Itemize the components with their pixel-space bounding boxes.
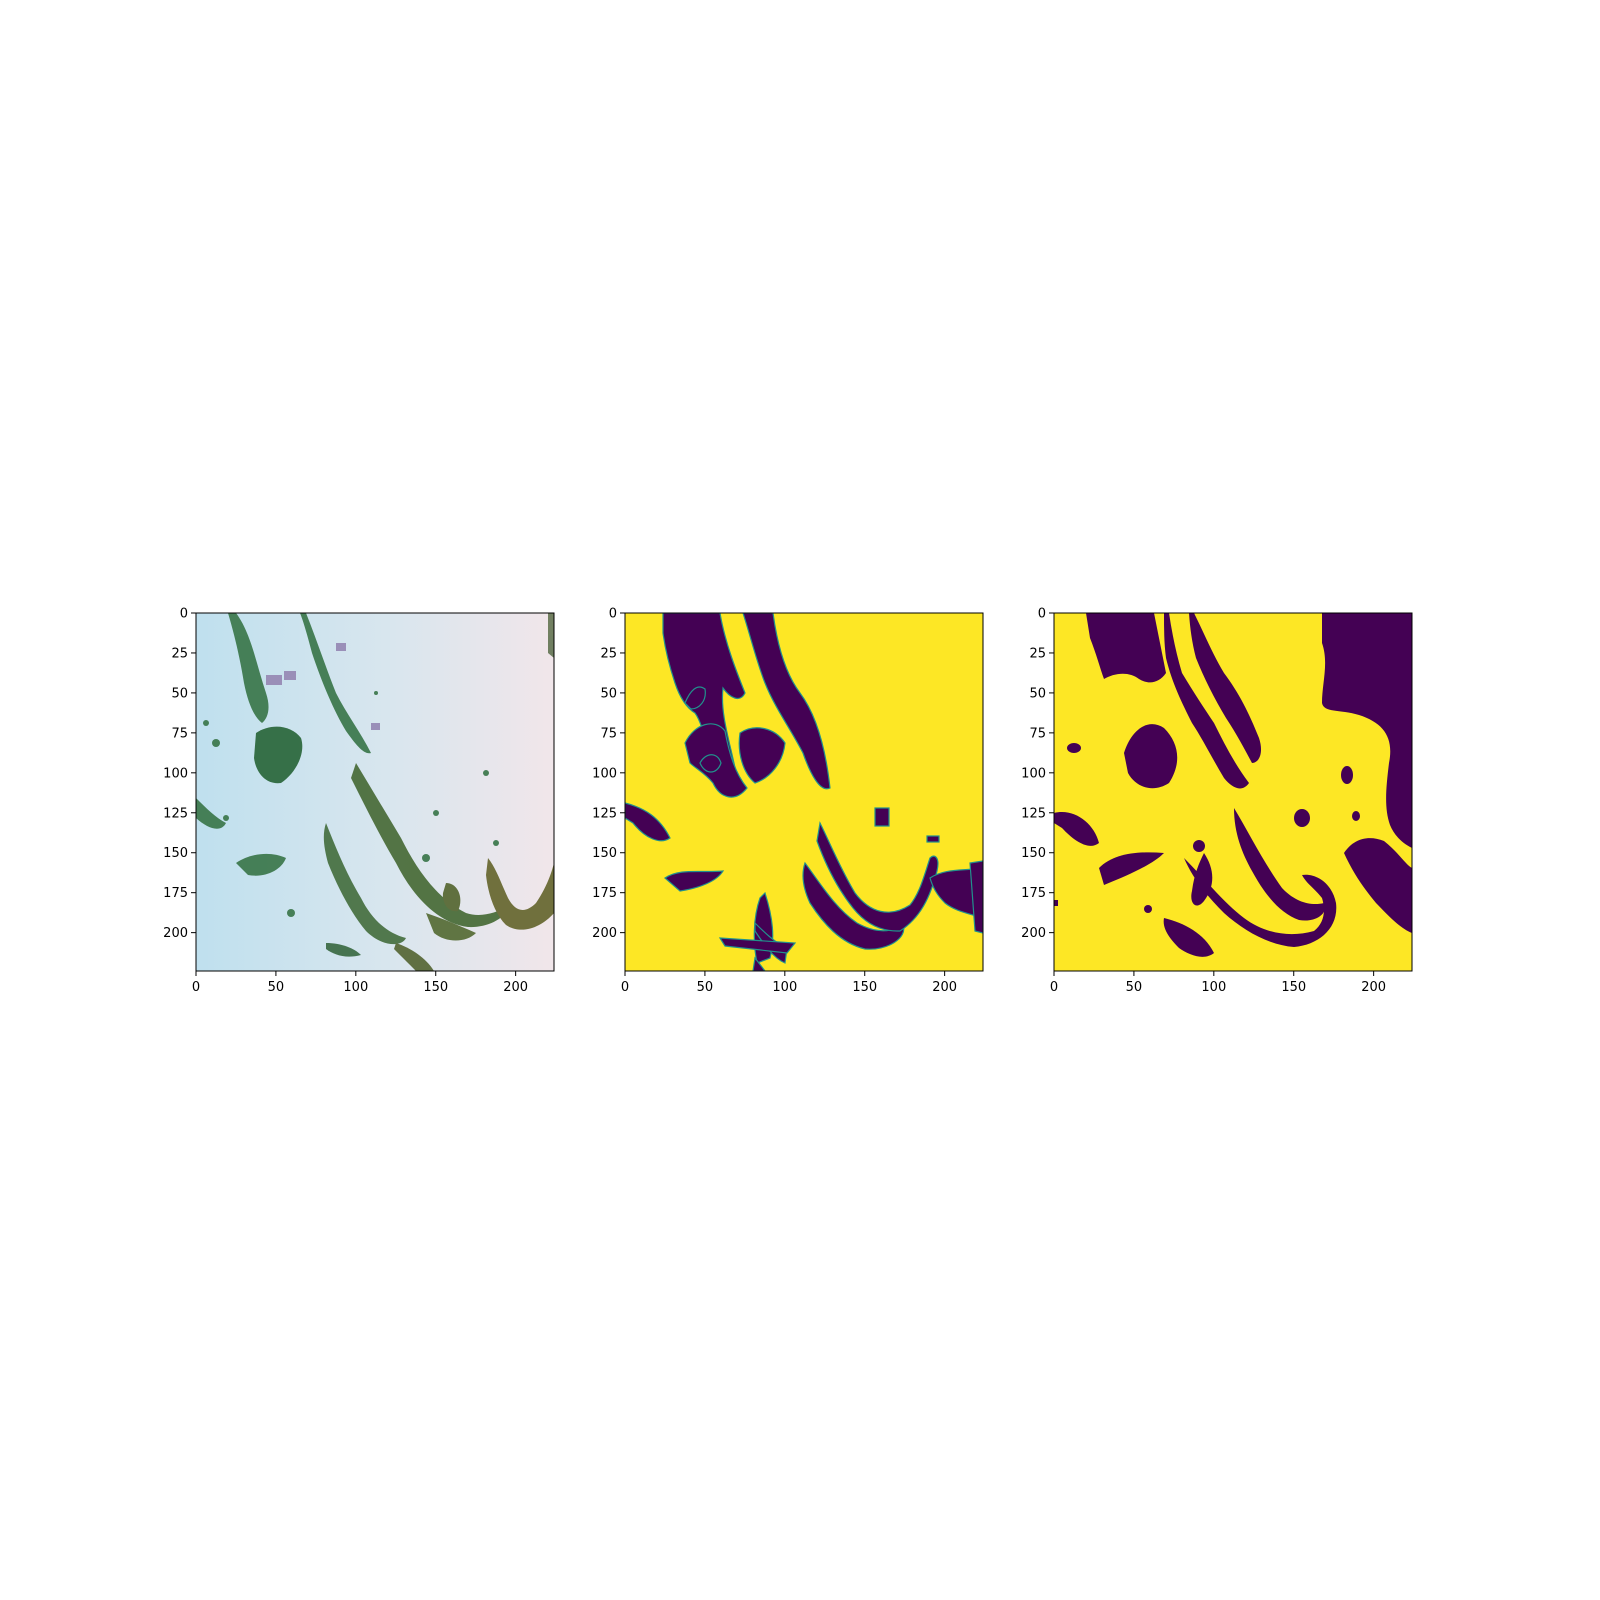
y-ticks: 0 25 50 75 100 125 150 175 200	[1021, 607, 1054, 941]
photo-vegetation	[196, 613, 554, 971]
y-tick-label: 100	[1021, 766, 1046, 781]
y-tick-label: 175	[163, 886, 188, 901]
panel-predicted-mask: 0 50 100 150 200 0 25 50 75 100 125 150 175 200	[1021, 607, 1413, 995]
x-tick-label: 100	[772, 980, 797, 995]
y-tick-label: 0	[1038, 607, 1046, 622]
segmentation-mask-image	[625, 613, 983, 971]
x-ticks: 0 50 100 150 200	[621, 971, 957, 995]
y-ticks: 0 25 50 75 100 125 150 175 200	[592, 607, 625, 941]
x-tick-label: 50	[1126, 980, 1143, 995]
y-tick-label: 125	[592, 806, 617, 821]
x-tick-label: 50	[268, 980, 285, 995]
axes-frame	[624, 612, 984, 972]
x-tick-label: 150	[423, 980, 448, 995]
mask-regions	[625, 613, 983, 971]
y-tick-label: 50	[600, 686, 617, 701]
x-tick-label: 100	[1201, 980, 1226, 995]
axes-frame	[1053, 612, 1413, 972]
photo-roofs	[266, 643, 380, 730]
x-tick-label: 0	[1050, 980, 1058, 995]
y-tick-label: 25	[600, 646, 617, 661]
panel-segmentation-mask: 0 50 100 150 200 0 25 50 75 100 125 150 175 200	[592, 607, 984, 995]
y-tick-label: 125	[163, 806, 188, 821]
y-tick-label: 0	[609, 607, 617, 622]
y-tick-label: 200	[592, 926, 617, 941]
aerial-photo-image	[196, 613, 554, 971]
predicted-mask-image	[1054, 613, 1412, 971]
y-tick-label: 150	[592, 846, 617, 861]
axes-frame	[195, 612, 555, 972]
y-tick-label: 75	[1029, 726, 1046, 741]
x-tick-label: 50	[697, 980, 714, 995]
y-tick-label: 150	[1021, 846, 1046, 861]
x-tick-label: 100	[343, 980, 368, 995]
y-tick-label: 50	[1029, 686, 1046, 701]
panel-aerial-photo: 0 50 100 150 200 0 25 50 75 100 125 150 175 200	[163, 607, 555, 995]
x-ticks: 0 50 100 150 200	[192, 971, 528, 995]
y-tick-label: 200	[1021, 926, 1046, 941]
y-tick-label: 125	[1021, 806, 1046, 821]
x-tick-label: 150	[852, 980, 877, 995]
y-tick-label: 25	[171, 646, 188, 661]
x-tick-label: 200	[932, 980, 957, 995]
y-tick-label: 75	[171, 726, 188, 741]
y-tick-label: 100	[163, 766, 188, 781]
x-tick-label: 0	[192, 980, 200, 995]
x-tick-label: 0	[621, 980, 629, 995]
mask-regions	[1054, 613, 1412, 957]
y-tick-label: 100	[592, 766, 617, 781]
y-tick-label: 50	[171, 686, 188, 701]
y-tick-label: 75	[600, 726, 617, 741]
y-tick-label: 150	[163, 846, 188, 861]
x-ticks: 0 50 100 150 200	[1050, 971, 1386, 995]
x-tick-label: 150	[1281, 980, 1306, 995]
y-tick-label: 175	[592, 886, 617, 901]
y-tick-label: 0	[180, 607, 188, 622]
x-tick-label: 200	[503, 980, 528, 995]
y-tick-label: 25	[1029, 646, 1046, 661]
y-tick-label: 200	[163, 926, 188, 941]
y-tick-label: 175	[1021, 886, 1046, 901]
y-ticks: 0 25 50 75 100 125 150 175 200	[163, 607, 196, 941]
x-tick-label: 200	[1361, 980, 1386, 995]
